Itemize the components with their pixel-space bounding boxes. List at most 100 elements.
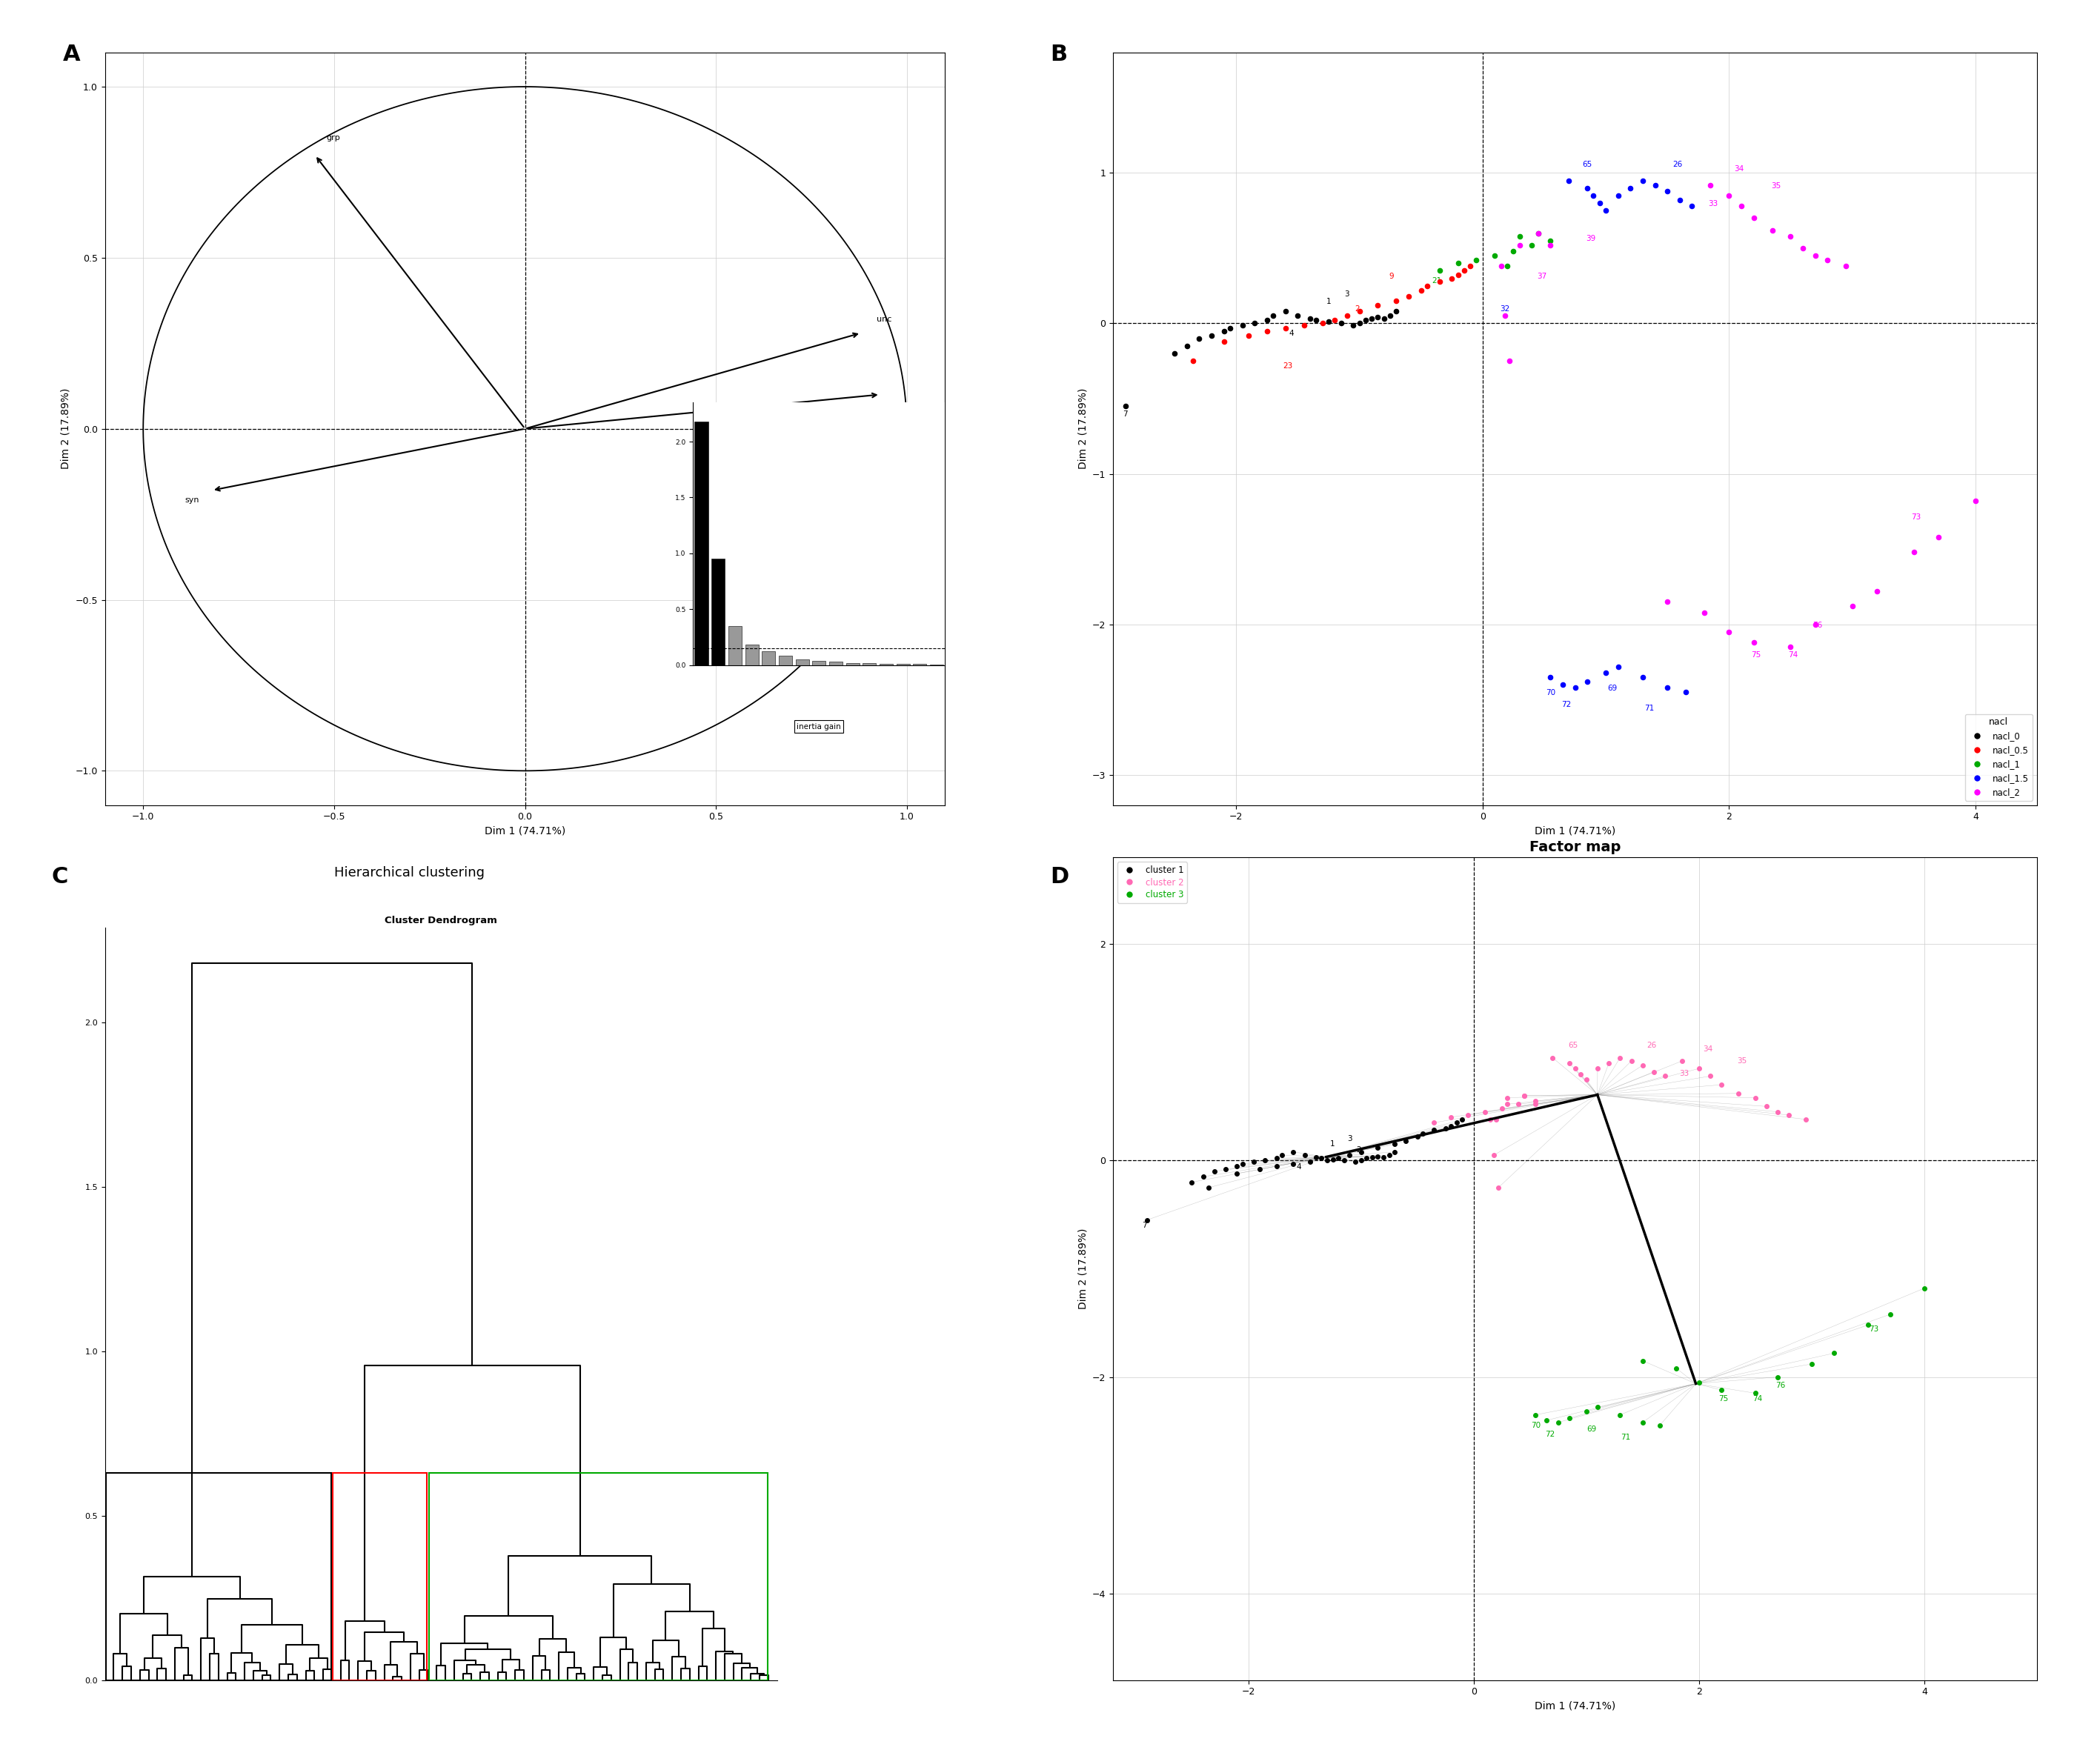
Y-axis label: Dim 2 (17.89%): Dim 2 (17.89%) (61, 389, 71, 469)
Point (1602, 1043, 1636, 1071)
Point (1233, 322, 1266, 350)
Text: 71: 71 (1644, 704, 1655, 712)
Text: 21: 21 (1432, 277, 1443, 284)
Title: Factor map: Factor map (1529, 840, 1621, 854)
Point (1422, 268, 1455, 296)
Point (1577, 182, 1611, 210)
Point (1712, 618, 1745, 646)
Point (1336, 312, 1369, 340)
Point (1533, 226, 1567, 254)
Text: 1: 1 (1329, 1141, 1336, 1148)
X-axis label: Dim 1 (74.71%): Dim 1 (74.71%) (1535, 826, 1615, 837)
Point (1583, 189, 1617, 217)
Point (1361, 1143, 1394, 1171)
Text: 70: 70 (1531, 1423, 1541, 1430)
Text: 26: 26 (1672, 161, 1682, 168)
Point (1491, 1090, 1525, 1118)
Bar (428, 1474, 766, 1680)
Point (1541, 1409, 1575, 1437)
Point (1518, 1400, 1552, 1428)
Point (1380, 298, 1413, 326)
Point (1348, 306, 1382, 334)
Point (1873, 1300, 1907, 1328)
Point (1182, 324, 1216, 352)
Bar (846, 663, 859, 665)
Text: 3: 3 (1348, 1136, 1352, 1143)
Point (1569, 1398, 1602, 1426)
Point (1287, 312, 1321, 340)
Point (1705, 1071, 1739, 1099)
Bar (712, 558, 724, 665)
Point (1739, 1083, 1772, 1111)
Point (1250, 306, 1283, 334)
Point (1447, 257, 1480, 285)
Text: 7: 7 (1142, 1222, 1147, 1228)
Point (1342, 298, 1376, 326)
Text: 34: 34 (1703, 1045, 1714, 1054)
Point (1615, 1046, 1649, 1074)
Point (1247, 1146, 1281, 1174)
Point (1682, 1055, 1716, 1083)
Point (1197, 1157, 1231, 1185)
Point (1835, 592, 1869, 620)
Point (1508, 1082, 1541, 1110)
Point (1319, 306, 1352, 334)
Title: Cluster Dendrogram: Cluster Dendrogram (384, 915, 498, 926)
Point (1569, 1066, 1602, 1094)
Point (1186, 1162, 1220, 1190)
Text: grp: grp (326, 135, 340, 142)
Point (1504, 231, 1537, 259)
Point (1380, 287, 1413, 315)
Text: 34: 34 (1735, 166, 1743, 173)
Point (1468, 1097, 1502, 1125)
Point (1774, 222, 1808, 250)
Point (1625, 1409, 1659, 1437)
Point (1535, 1043, 1569, 1071)
Point (1367, 1143, 1401, 1171)
Point (1504, 222, 1537, 250)
Text: mgt: mgt (895, 404, 911, 411)
Point (1460, 247, 1493, 275)
Bar (813, 660, 825, 665)
Point (1306, 310, 1340, 338)
Point (1445, 1106, 1478, 1134)
Point (1663, 186, 1697, 214)
Point (1798, 611, 1831, 639)
Text: 1: 1 (1325, 298, 1331, 304)
X-axis label: Dim 1 (74.71%): Dim 1 (74.71%) (1535, 1701, 1615, 1712)
Text: unc: unc (876, 315, 890, 322)
Point (1483, 1174, 1516, 1202)
Point (1829, 252, 1863, 280)
Point (1497, 238, 1531, 266)
Point (1749, 1092, 1783, 1120)
Point (1602, 1400, 1636, 1428)
Point (1787, 235, 1821, 262)
Point (1852, 1311, 1886, 1339)
Point (1378, 1130, 1411, 1159)
Point (1474, 1106, 1508, 1134)
Point (1533, 663, 1567, 691)
Text: 4: 4 (1289, 329, 1294, 338)
Bar (746, 646, 758, 665)
Point (1558, 1055, 1592, 1083)
Point (1220, 1152, 1254, 1180)
Text: A: A (63, 44, 80, 65)
Point (1739, 1379, 1772, 1407)
Point (1581, 1055, 1615, 1083)
Point (1170, 333, 1203, 360)
Bar (729, 626, 741, 665)
Point (1737, 628, 1770, 656)
Point (1300, 306, 1334, 334)
Point (1520, 219, 1554, 247)
Point (1321, 1144, 1355, 1172)
Point (1237, 310, 1270, 338)
Point (1312, 308, 1346, 336)
Text: 74: 74 (1754, 1395, 1762, 1402)
Point (1210, 1155, 1243, 1183)
Text: 74: 74 (1789, 651, 1798, 660)
Point (1390, 1127, 1424, 1155)
Bar (830, 662, 842, 665)
Text: 37: 37 (1537, 273, 1546, 280)
Text: 65: 65 (1583, 161, 1592, 168)
Point (1327, 1146, 1361, 1174)
